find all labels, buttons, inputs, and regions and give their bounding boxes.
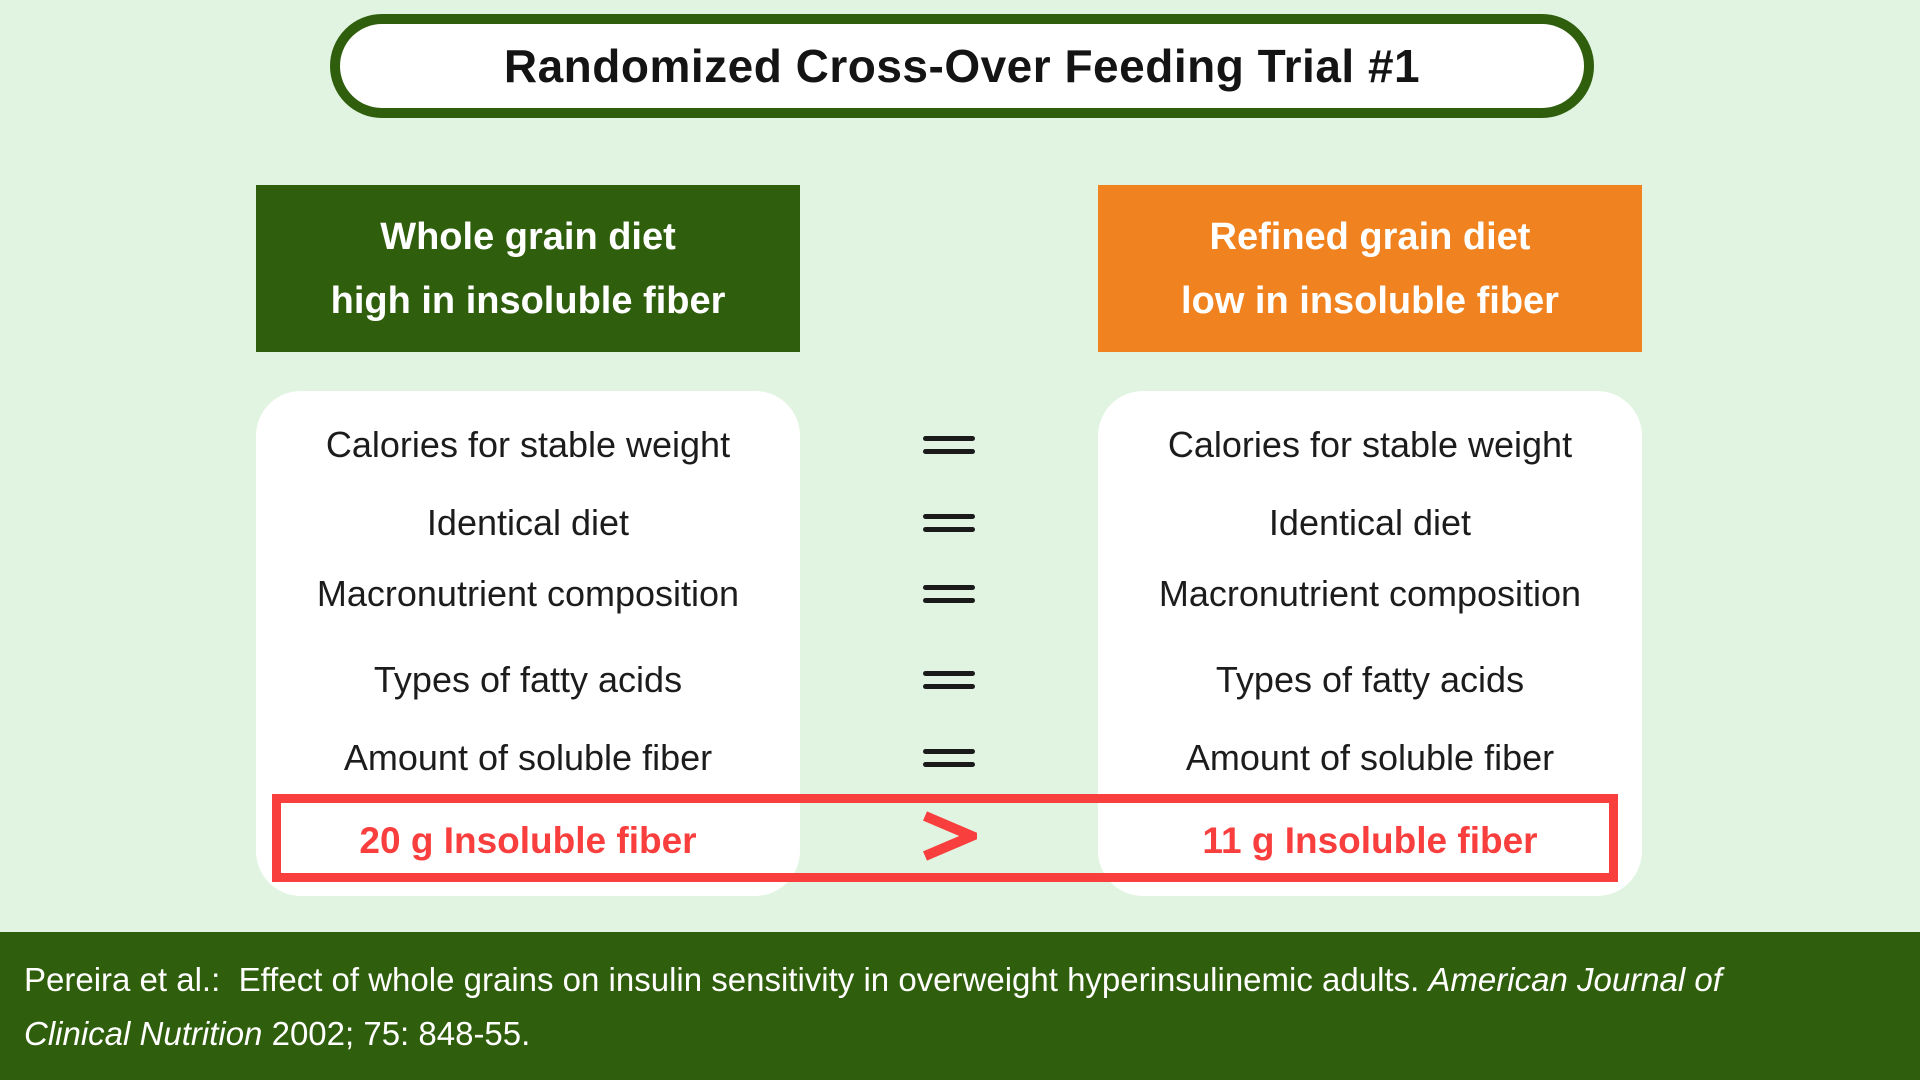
citation-reference: 2002; 75: 848-55.	[262, 1015, 531, 1052]
equals-icon	[923, 514, 975, 532]
list-item: Macronutrient composition	[1158, 573, 1582, 614]
right-diet-header-line1: Refined grain diet	[1209, 215, 1531, 258]
right-diet-card: Calories for stable weight Identical die…	[1098, 391, 1642, 896]
list-item: Types of fatty acids	[373, 659, 683, 700]
right-diet-header: Refined grain diet low in insoluble fibe…	[1098, 185, 1642, 352]
list-item: Identical diet	[1268, 502, 1472, 543]
list-item: Calories for stable weight	[1167, 424, 1573, 465]
citation-journal-part2: Clinical Nutrition	[24, 1015, 263, 1052]
equals-icon	[923, 671, 975, 689]
list-item: Amount of soluble fiber	[1185, 737, 1555, 778]
greater-than-icon	[923, 811, 977, 861]
list-item: Types of fatty acids	[1215, 659, 1525, 700]
comparison-operator-column	[800, 391, 1098, 896]
left-diet-header-line2: high in insoluble fiber	[330, 279, 726, 322]
list-item: Amount of soluble fiber	[343, 737, 713, 778]
left-diet-header: Whole grain diet high in insoluble fiber	[256, 185, 800, 352]
right-diet-header-line2: low in insoluble fiber	[1181, 279, 1559, 322]
highlight-frame	[272, 794, 1618, 882]
page-title: Randomized Cross-Over Feeding Trial #1	[503, 40, 1421, 92]
list-item: Identical diet	[426, 502, 630, 543]
left-insoluble-fiber-value: 20 g Insoluble fiber	[359, 820, 697, 861]
title-banner: Randomized Cross-Over Feeding Trial #1	[330, 14, 1594, 118]
equals-icon	[923, 436, 975, 454]
equals-icon	[923, 749, 975, 767]
citation-text: Pereira et al.: Effect of whole grains o…	[24, 961, 1429, 998]
citation-journal-part1: American Journal of	[1428, 961, 1722, 998]
right-insoluble-fiber-value: 11 g Insoluble fiber	[1202, 820, 1538, 861]
list-item: Calories for stable weight	[325, 424, 731, 465]
citation-footer: Pereira et al.: Effect of whole grains o…	[0, 932, 1920, 1080]
left-diet-header-line1: Whole grain diet	[380, 215, 676, 258]
equals-icon	[923, 585, 975, 603]
list-item: Macronutrient composition	[316, 573, 740, 614]
left-diet-card: Calories for stable weight Identical die…	[256, 391, 800, 896]
